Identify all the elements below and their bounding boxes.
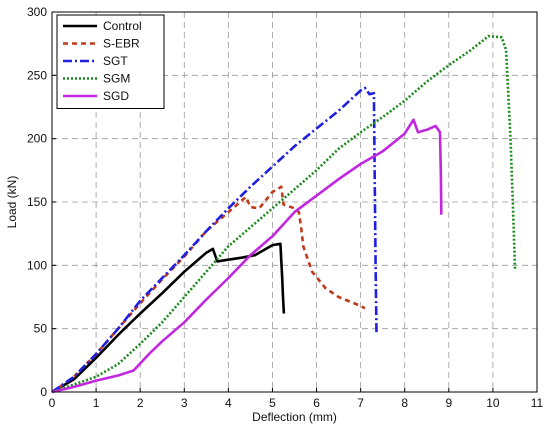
y-tick-label: 250 xyxy=(27,68,47,82)
x-tick-label: 1 xyxy=(93,396,100,410)
legend-label: SGD xyxy=(103,89,129,103)
legend: Control S-EBR SGT SGM SGD xyxy=(56,14,165,109)
x-axis-ticks: 0 1 2 3 4 5 6 7 8 9 10 11 xyxy=(49,388,544,410)
x-tick-label: 6 xyxy=(313,396,320,410)
series-line-sgd xyxy=(51,118,443,394)
x-tick-label: 8 xyxy=(401,396,408,410)
x-axis-title: Deflection (mm) xyxy=(252,410,337,424)
x-tick-label: 3 xyxy=(181,396,188,410)
x-tick-label: 2 xyxy=(137,396,144,410)
legend-label: Control xyxy=(103,19,142,33)
y-axis-title: Load (kN) xyxy=(5,176,19,229)
series-line-sgt xyxy=(51,86,378,394)
x-tick-label: 5 xyxy=(269,396,276,410)
series-line-control xyxy=(51,242,286,394)
series-line-s-ebr xyxy=(51,185,366,394)
grid-lines xyxy=(52,12,537,392)
x-tick-label: 11 xyxy=(531,396,544,410)
x-tick-label: 7 xyxy=(357,396,364,410)
y-axis-ticks: 0 50 100 150 200 250 300 xyxy=(27,5,56,399)
x-tick-label: 10 xyxy=(486,396,500,410)
series-lines xyxy=(51,34,517,394)
x-tick-label: 4 xyxy=(225,396,232,410)
y-tick-label: 100 xyxy=(27,258,47,272)
x-tick-label: 9 xyxy=(445,396,452,410)
y-tick-label: 50 xyxy=(34,322,48,336)
legend-label: SGM xyxy=(103,72,130,86)
y-tick-label: 300 xyxy=(27,5,47,19)
x-tick-label: 0 xyxy=(49,396,56,410)
y-tick-label: 150 xyxy=(27,195,47,209)
y-tick-label: 0 xyxy=(40,385,47,399)
y-tick-label: 200 xyxy=(27,132,47,146)
legend-box xyxy=(56,14,165,109)
legend-label: S-EBR xyxy=(103,37,140,51)
legend-label: SGT xyxy=(103,54,128,68)
series-line-sgm xyxy=(51,34,517,394)
